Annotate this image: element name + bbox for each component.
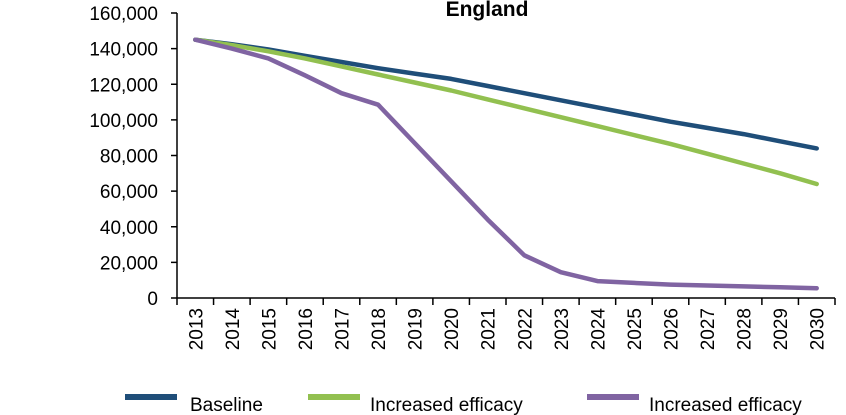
axes: 0 20,000 40,000 60,000 80,000 100,000 120,000 1… [89,4,836,351]
x-tick-label: 2029 [771,308,792,350]
x-tick-label: 2015 [259,308,280,350]
x-tick-label: 2025 [625,308,646,350]
legend: Baseline Increased efficacy Increased effi… [125,394,802,415]
x-tick-label: 2024 [588,308,609,351]
y-tick-label: 20,000 [100,253,158,274]
x-tick-label: 2023 [552,308,573,350]
x-tick-label: 2022 [515,308,536,350]
series-line-2 [193,37,819,187]
x-tick-label: 2016 [296,308,317,350]
legend-label-3: Increased efficacy [649,395,802,415]
x-tick-label: 2027 [698,308,719,350]
x-tick-label: 2013 [186,308,207,350]
series-lines [193,37,819,291]
y-tick-label: 60,000 [100,182,158,203]
legend-label-1: Baseline [190,395,263,415]
x-tick-label: 2028 [735,308,756,350]
chart-title: England [446,0,529,21]
x-tick-label: 2030 [808,308,829,350]
y-tick-label: 160,000 [89,4,158,25]
legend-label-2: Increased efficacy [370,395,523,415]
x-tick-label: 2018 [369,308,390,350]
y-tick-label: 80,000 [100,147,158,168]
series-line-1 [193,37,819,151]
y-tick-label: 40,000 [100,218,158,239]
y-tick-label: 0 [147,289,158,310]
series-line-3 [193,37,819,291]
x-tick-label: 2019 [406,308,427,350]
x-tick-label: 2021 [479,308,500,350]
x-tick-label: 2017 [333,308,354,350]
x-tick-label: 2020 [442,308,463,350]
y-tick-label: 120,000 [89,75,158,96]
x-tick-label: 2014 [223,308,244,351]
y-tick-label: 100,000 [89,111,158,132]
x-tick-label: 2026 [662,308,683,350]
y-tick-label: 140,000 [89,40,158,61]
